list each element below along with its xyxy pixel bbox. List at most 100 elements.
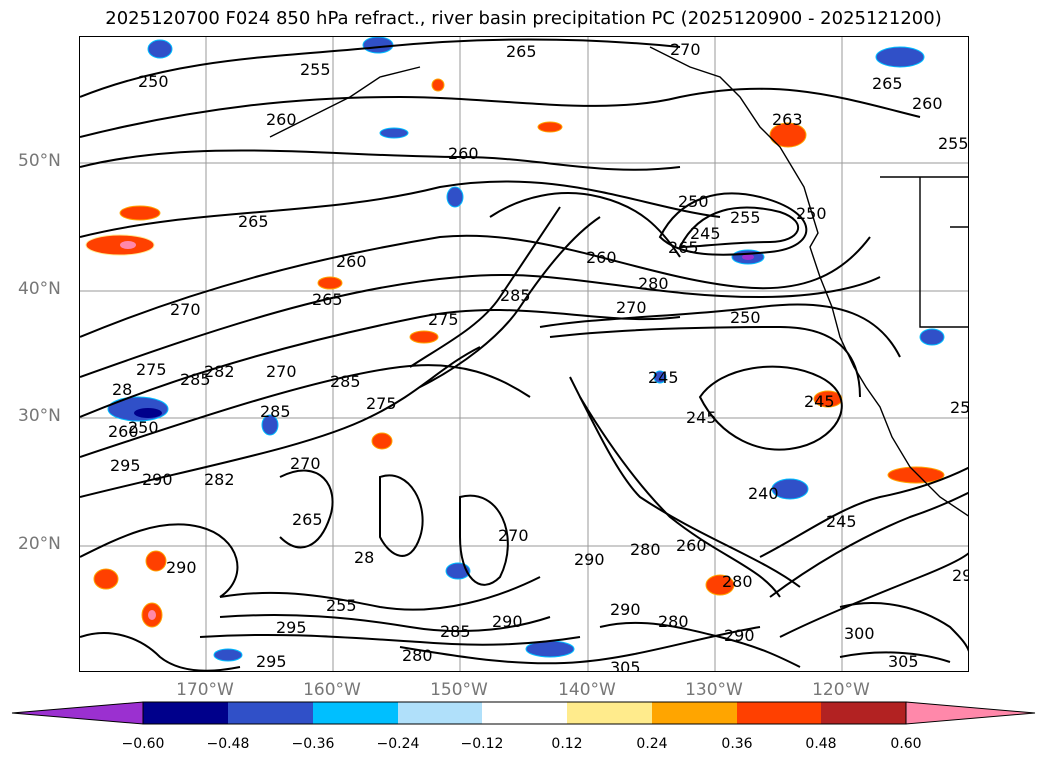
colorbar-extend-low <box>11 701 144 725</box>
contour-label: 270 <box>266 362 297 381</box>
contour-label: 250 <box>678 192 709 211</box>
contour-label: 245 <box>690 224 721 243</box>
contour-label: 260 <box>266 110 297 129</box>
colorbar-tick: −0.36 <box>291 736 335 752</box>
contour-label: 265 <box>292 510 323 529</box>
contour-label: 280 <box>402 646 433 665</box>
contour-label: 28 <box>112 380 132 399</box>
colorbar-tick: 0.60 <box>890 736 922 752</box>
contour-label: 280 <box>722 572 753 591</box>
contour-label: 290 <box>492 612 523 631</box>
colorbar-frame <box>142 701 907 725</box>
contour-label: 275 <box>366 394 397 413</box>
contour-label: 28 <box>354 548 374 567</box>
colorbar-tick: 0.48 <box>805 736 837 752</box>
lat-label-50n: 50°N <box>18 151 61 171</box>
contour-label: 250 <box>138 72 169 91</box>
contour-label: 250 <box>128 418 159 437</box>
map-title: 2025120700 F024 850 hPa refract., river … <box>105 8 942 29</box>
contour-label: 285 <box>180 370 211 389</box>
contour-label: 240 <box>748 484 779 503</box>
precip-shading <box>85 37 945 662</box>
contour-label: 255 <box>326 596 357 615</box>
colorbar-swatch <box>821 702 906 724</box>
colorbar-tick: 0.36 <box>721 736 753 752</box>
contour-label: 270 <box>498 526 529 545</box>
contour-label: 282 <box>204 470 235 489</box>
contour-label: 305 <box>610 658 641 672</box>
contour-label: 290 <box>952 566 969 585</box>
contour-label: 255 <box>730 208 761 227</box>
contour-label: 265 <box>668 238 699 257</box>
contour-label: 265 <box>506 42 537 61</box>
contour-label: 280 <box>630 540 661 559</box>
colorbar-swatch <box>652 702 737 724</box>
contour-label: 255 <box>938 134 969 153</box>
lon-label-160w: 160°W <box>303 680 361 700</box>
contour-label: 270 <box>616 298 647 317</box>
contour-label: 250 <box>796 204 827 223</box>
colorbar-tick: −0.24 <box>376 736 420 752</box>
contour-label: 245 <box>686 408 717 427</box>
colorbar-extend-high <box>905 701 1036 725</box>
contour-label: 290 <box>166 558 197 577</box>
colorbar <box>11 701 1036 725</box>
colorbar-swatch <box>482 702 567 724</box>
contour-label: 25 <box>950 398 969 417</box>
contour-label: 263 <box>772 110 803 129</box>
colorbar-tick: −0.48 <box>206 736 250 752</box>
contour-label: 270 <box>290 454 321 473</box>
contour-labels: 250 255 265 270 265 260 260 263 255 260 … <box>108 40 969 672</box>
contour-label: 290 <box>610 600 641 619</box>
contour-label: 280 <box>638 274 669 293</box>
lon-label-120w: 120°W <box>812 680 870 700</box>
lon-label-140w: 140°W <box>558 680 616 700</box>
lat-label-20n: 20°N <box>18 534 61 554</box>
map-panel[interactable]: 250 255 265 270 265 260 260 263 255 260 … <box>79 36 969 672</box>
contour-label: 280 <box>658 612 689 631</box>
colorbar-tick: −0.60 <box>121 736 165 752</box>
colorbar-swatch <box>567 702 652 724</box>
contour-label: 285 <box>260 402 291 421</box>
colorbar-swatch <box>737 702 821 724</box>
contour-label: 290 <box>142 470 173 489</box>
contour-label: 295 <box>256 652 287 671</box>
contour-label: 275 <box>136 360 167 379</box>
colorbar-tick: −0.12 <box>460 736 504 752</box>
contour-label: 260 <box>586 248 617 267</box>
contour-label: 245 <box>648 368 679 387</box>
contour-label: 265 <box>312 290 343 309</box>
contour-label: 255 <box>300 60 331 79</box>
contour-label: 305 <box>888 652 919 671</box>
contour-label: 265 <box>872 74 903 93</box>
contour-label: 290 <box>574 550 605 569</box>
contour-label: 295 <box>276 618 307 637</box>
contour-label: 250 <box>730 308 761 327</box>
contour-label: 245 <box>804 392 835 411</box>
contour-label: 265 <box>238 212 269 231</box>
contour-label: 245 <box>826 512 857 531</box>
contour-label: 260 <box>448 144 479 163</box>
contour-label: 300 <box>844 624 875 643</box>
contour-label: 270 <box>670 40 701 59</box>
lat-label-30n: 30°N <box>18 406 61 426</box>
contour-label: 285 <box>500 286 531 305</box>
colorbar-tick: 0.12 <box>551 736 583 752</box>
contour-label: 285 <box>330 372 361 391</box>
lon-label-170w: 170°W <box>176 680 234 700</box>
colorbar-swatch <box>228 702 313 724</box>
contour-label: 295 <box>110 456 141 475</box>
map-canvas: 250 255 265 270 265 260 260 263 255 260 … <box>80 37 969 672</box>
graticule <box>80 37 968 671</box>
refractivity-contours <box>80 38 968 671</box>
colorbar-swatch <box>313 702 398 724</box>
colorbar-swatch <box>398 702 482 724</box>
contour-label: 282 <box>204 362 235 381</box>
contour-label: 260 <box>108 422 139 441</box>
contour-label: 260 <box>912 94 943 113</box>
contour-label: 285 <box>440 622 471 641</box>
lat-label-40n: 40°N <box>18 279 61 299</box>
lon-label-130w: 130°W <box>685 680 743 700</box>
contour-label: 260 <box>336 252 367 271</box>
colorbar-tick: 0.24 <box>636 736 668 752</box>
